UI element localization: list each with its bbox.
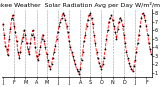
Title: Milwaukee Weather  Solar Radiation Avg per Day W/m²/minute: Milwaukee Weather Solar Radiation Avg pe… (0, 2, 160, 8)
